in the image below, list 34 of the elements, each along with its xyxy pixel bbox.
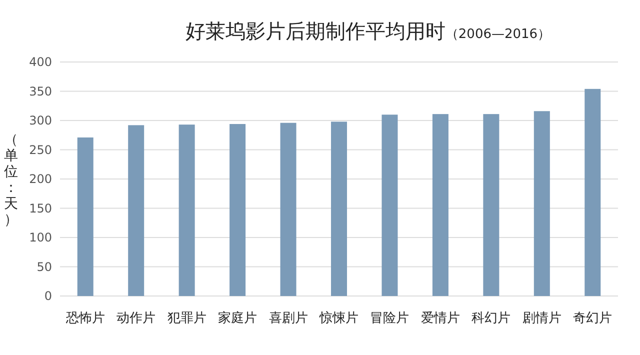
x-tick-label: 剧情片 [522, 311, 562, 326]
x-tick-label: 奇幻片 [573, 311, 612, 326]
bar [382, 114, 398, 296]
chart-title: 好莱坞影片后期制作平均用时 [185, 19, 446, 43]
bar [483, 114, 500, 296]
y-tick-label: 0 [44, 289, 52, 303]
x-tick-label: 冒险片 [370, 311, 410, 326]
x-tick-label: 恐怖片 [64, 311, 105, 326]
bar [584, 88, 601, 296]
bar [331, 122, 347, 296]
bar [280, 122, 296, 296]
y-tick-label: 350 [29, 84, 52, 98]
y-tick-label: 100 [29, 230, 52, 244]
y-tick-label: 150 [29, 201, 52, 216]
y-axis-title: （单位：天） [4, 132, 18, 228]
bar [534, 111, 550, 296]
x-tick-label: 犯罪片 [167, 311, 206, 326]
y-tick-label: 400 [29, 55, 52, 69]
x-tick-label: 喜剧片 [268, 311, 308, 326]
y-tick-label: 300 [29, 114, 52, 128]
x-tick-label: 爱情片 [420, 311, 460, 326]
bar [77, 137, 94, 296]
y-tick-label: 50 [36, 260, 52, 274]
y-tick-label: 200 [29, 172, 52, 186]
y-tick-label: 250 [29, 142, 52, 157]
x-tick-label: 惊悚片 [318, 310, 358, 326]
bar [128, 125, 144, 296]
x-tick-label: 家庭片 [218, 310, 258, 326]
x-tick-label: 科幻片 [472, 311, 511, 326]
chart-subtitle: （2006—2016） [445, 27, 551, 42]
bar [178, 124, 195, 296]
bar [230, 124, 246, 296]
bar [432, 114, 448, 296]
x-tick-label: 动作片 [116, 311, 156, 326]
